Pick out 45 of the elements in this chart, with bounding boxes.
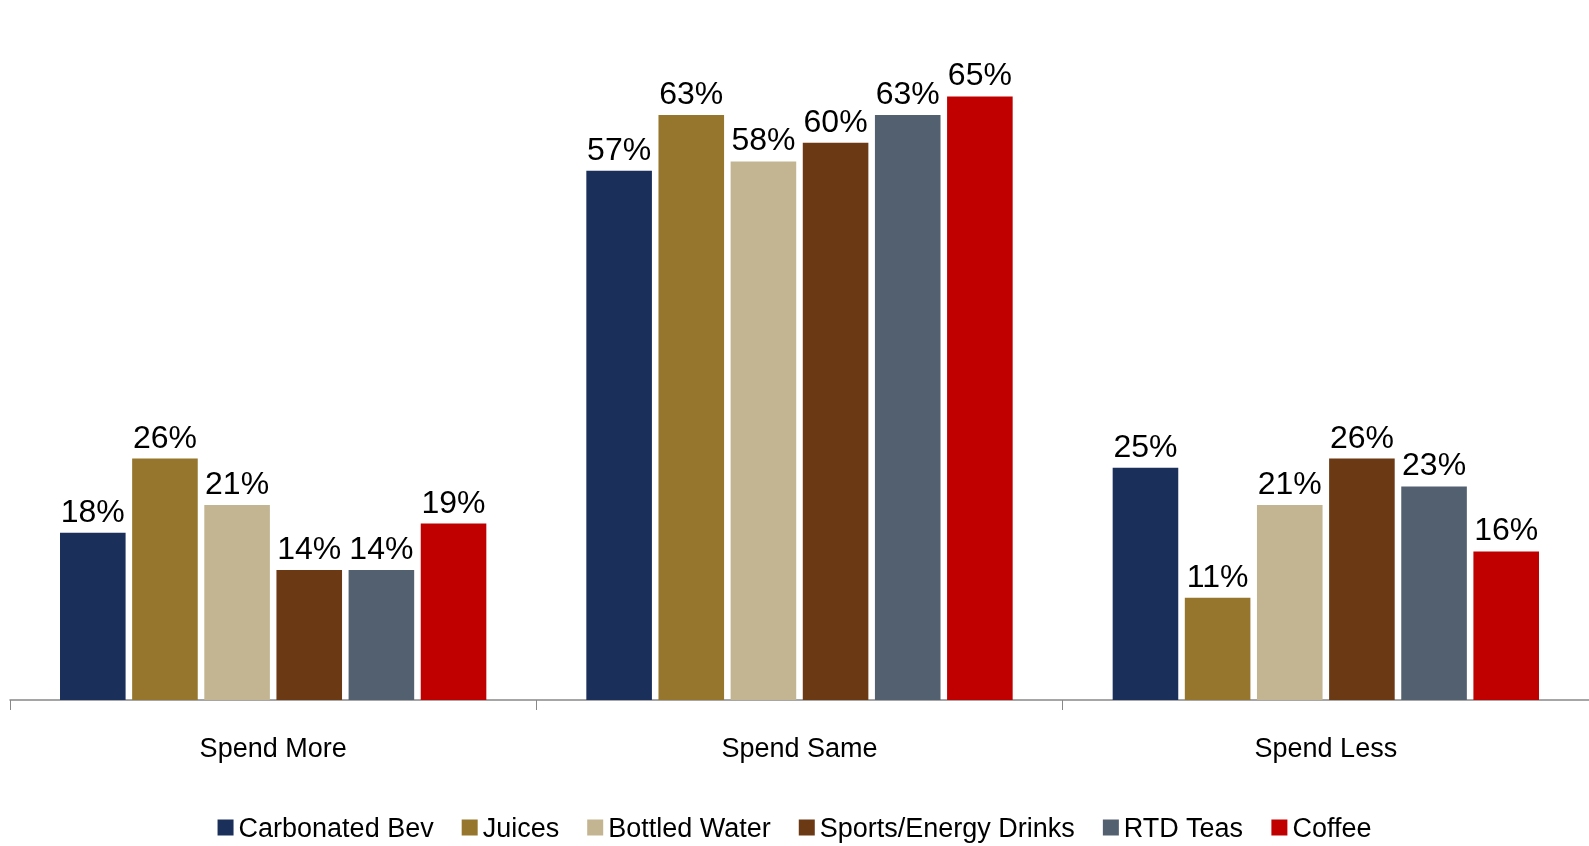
bar: [1184, 597, 1251, 700]
data-label: 26%: [132, 418, 197, 455]
bar: [874, 115, 941, 700]
data-label: 63%: [659, 75, 724, 111]
bar: [60, 532, 126, 700]
data-label: 60%: [803, 102, 868, 139]
legend-label: Sports/Energy Drinks: [819, 812, 1075, 843]
data-label: 58%: [731, 121, 796, 158]
data-label: 18%: [60, 492, 125, 529]
data-label: 16%: [1474, 511, 1539, 548]
bar: [947, 96, 1013, 700]
bar: [420, 523, 487, 700]
data-label: 26%: [1329, 418, 1394, 455]
bar: [1329, 458, 1395, 700]
data-label: 14%: [277, 530, 342, 566]
bar: [348, 570, 415, 700]
bar: [586, 170, 652, 700]
data-label: 23%: [1402, 446, 1467, 483]
bar: [132, 458, 198, 700]
data-label: 25%: [1113, 427, 1178, 464]
bar: [1473, 551, 1539, 700]
x-tick-label: Spend More: [199, 732, 347, 763]
bar: [1401, 486, 1467, 700]
bar: [1112, 467, 1179, 700]
data-label: 63%: [875, 75, 940, 111]
legend-label: Coffee: [1292, 812, 1372, 843]
legend-label: Juices: [482, 812, 560, 843]
data-label: 21%: [1257, 465, 1322, 501]
data-label: 19%: [421, 483, 486, 520]
legend-label: RTD Teas: [1123, 812, 1243, 843]
bar: [658, 115, 725, 700]
legend-label: Carbonated Bev: [238, 812, 435, 843]
x-tick-label: Spend Less: [1254, 732, 1398, 763]
x-tick-label: Spend Same: [721, 732, 878, 763]
data-label: 65%: [947, 56, 1012, 93]
legend-label: Bottled Water: [608, 812, 771, 843]
data-label: 11%: [1186, 557, 1249, 594]
bar: [802, 142, 869, 700]
bar: [730, 161, 797, 700]
bar: [204, 505, 270, 700]
data-label: 14%: [349, 530, 414, 566]
data-label: 21%: [205, 465, 270, 501]
bar: [1256, 505, 1323, 700]
bar: [276, 570, 343, 700]
data-label: 57%: [587, 130, 652, 167]
